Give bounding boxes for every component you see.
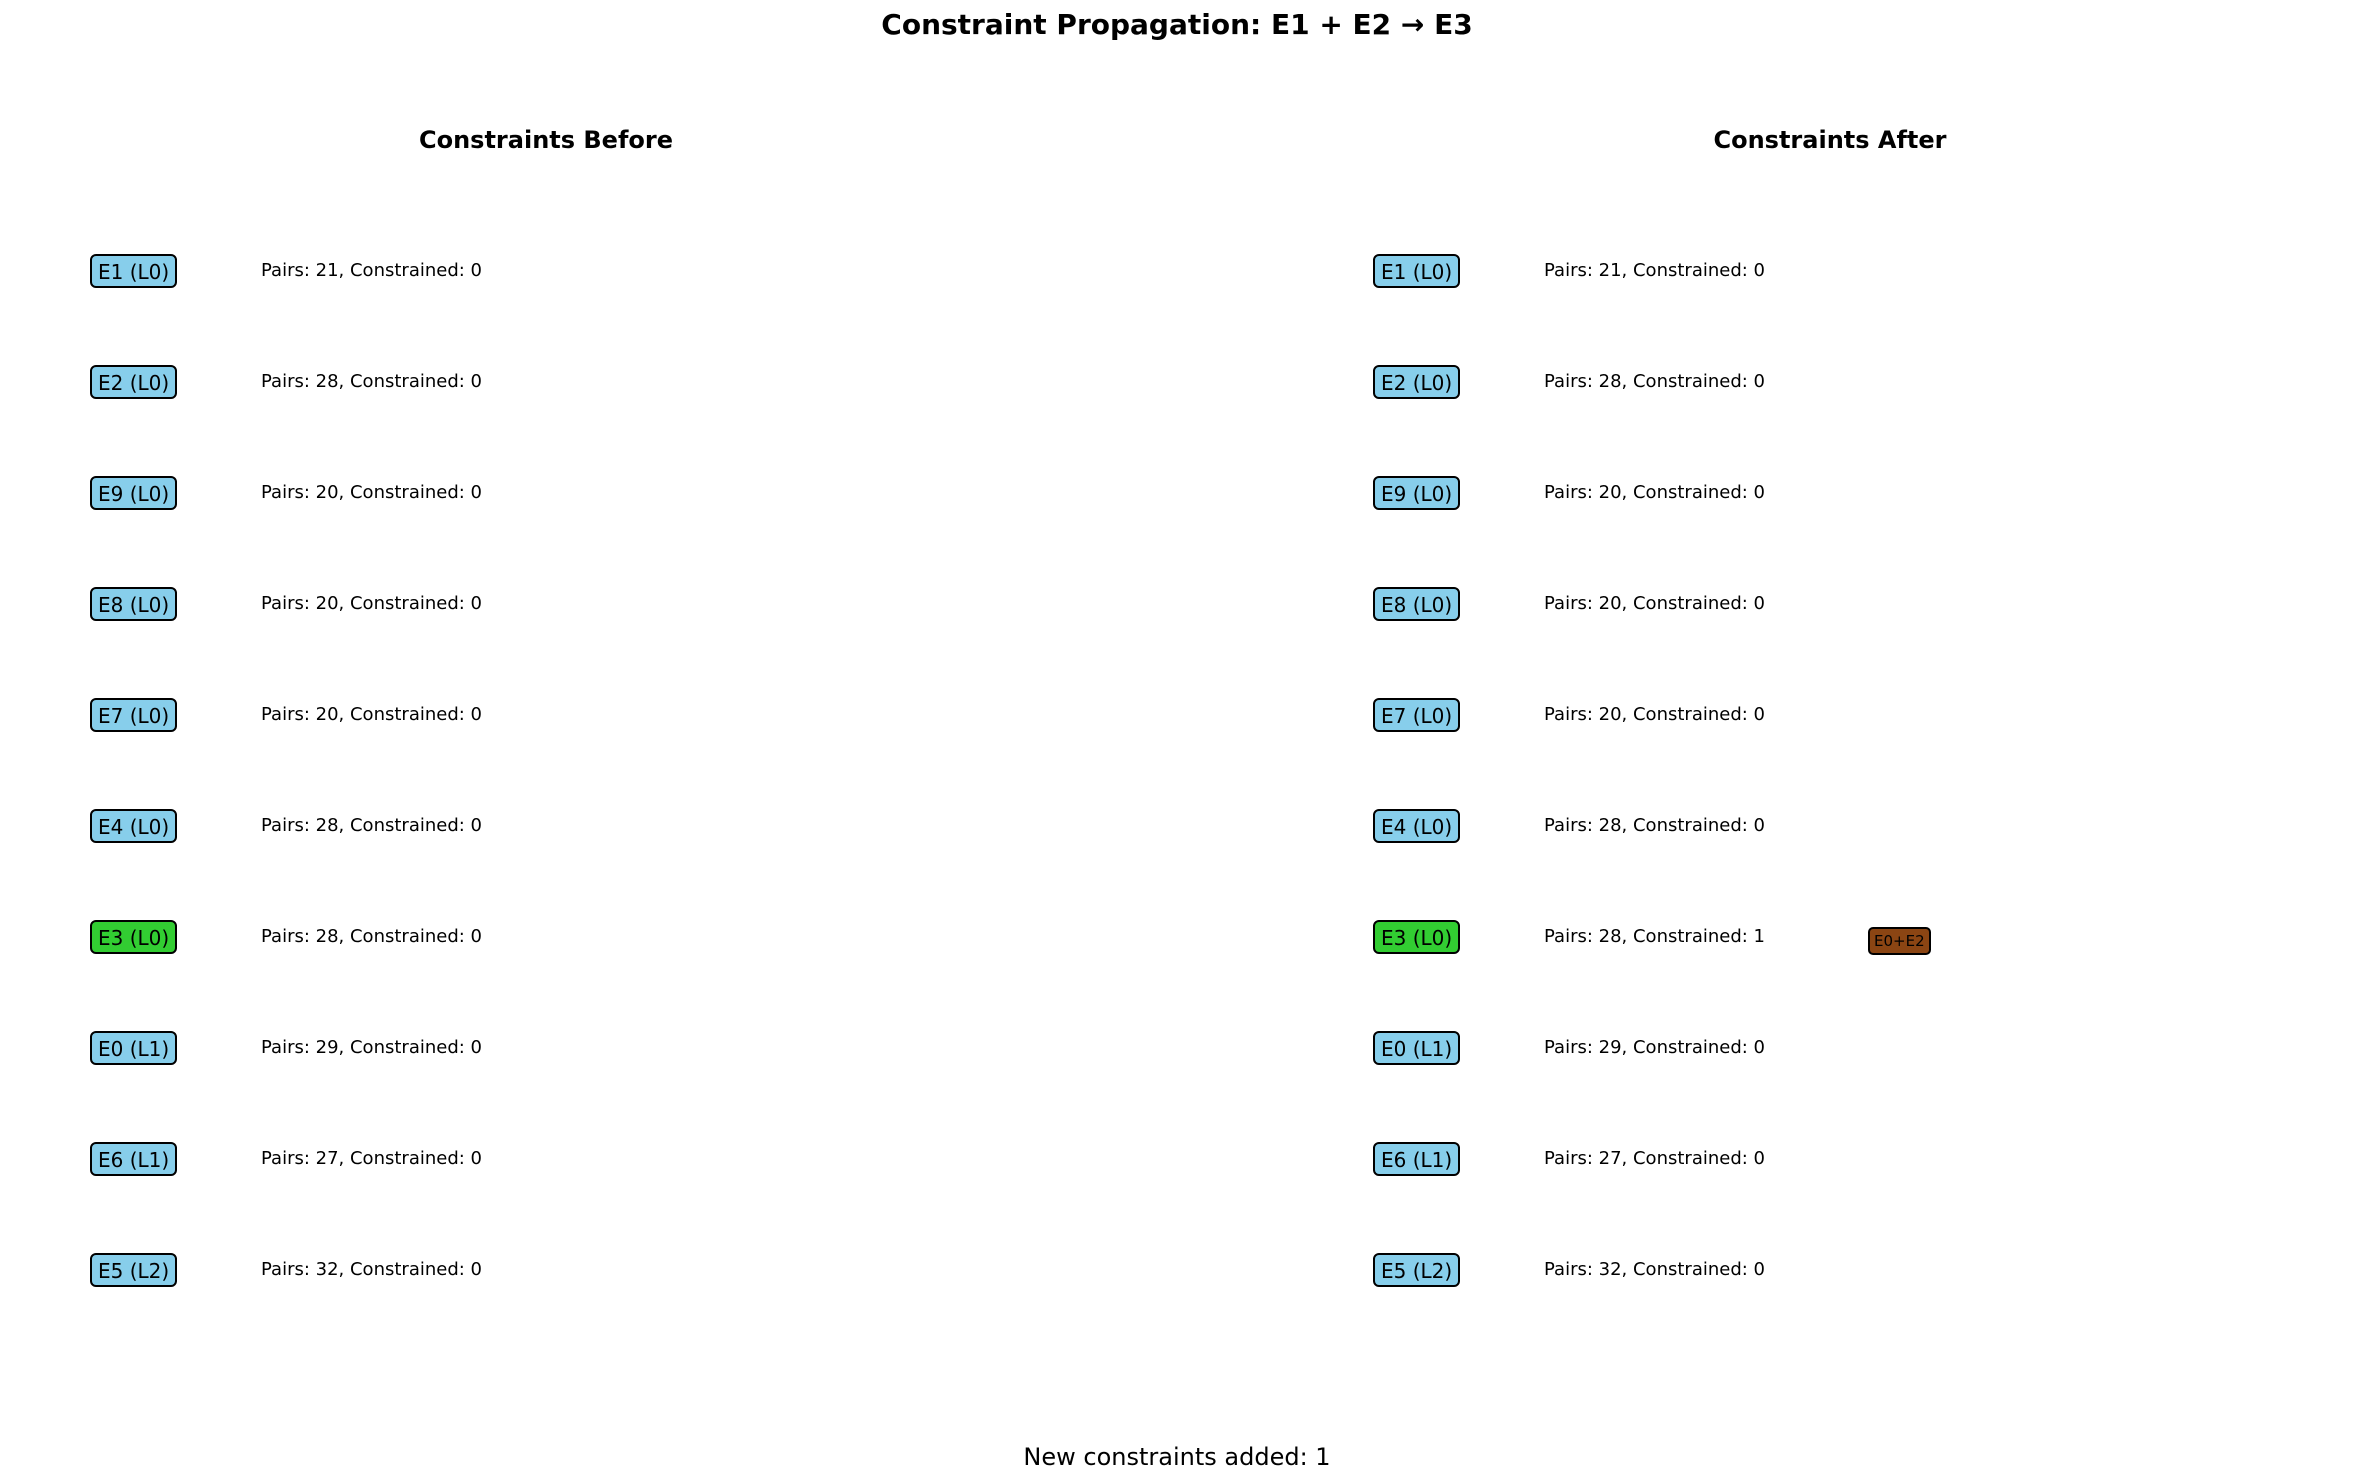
entity-pairs-info: Pairs: 20, Constrained: 0 <box>1544 704 1765 725</box>
entity-node: E3 (L0) <box>1373 920 1461 954</box>
figure-title: Constraint Propagation: E1 + E2 → E3 <box>881 8 1473 41</box>
entity-node: E4 (L0) <box>1373 809 1461 843</box>
entity-node: E9 (L0) <box>90 476 178 510</box>
entity-pairs-info: Pairs: 28, Constrained: 0 <box>1544 371 1765 392</box>
entity-node: E7 (L0) <box>1373 698 1461 732</box>
entity-pairs-info: Pairs: 20, Constrained: 0 <box>261 593 482 614</box>
entity-node: E2 (L0) <box>90 365 178 399</box>
entity-pairs-info: Pairs: 32, Constrained: 0 <box>1544 1259 1765 1280</box>
entity-node: E0 (L1) <box>90 1031 178 1065</box>
entity-pairs-info: Pairs: 20, Constrained: 0 <box>1544 482 1765 503</box>
entity-node: E6 (L1) <box>1373 1142 1461 1176</box>
entity-node: E5 (L2) <box>90 1253 178 1287</box>
entity-pairs-info: Pairs: 21, Constrained: 0 <box>1544 260 1765 281</box>
entity-node: E2 (L0) <box>1373 365 1461 399</box>
entity-node: E9 (L0) <box>1373 476 1461 510</box>
entity-node: E1 (L0) <box>90 254 178 288</box>
panel-title-before: Constraints Before <box>418 126 673 154</box>
entity-node: E6 (L1) <box>90 1142 178 1176</box>
entity-node: E4 (L0) <box>90 809 178 843</box>
entity-node: E8 (L0) <box>1373 587 1461 621</box>
entity-pairs-info: Pairs: 29, Constrained: 0 <box>1544 1037 1765 1058</box>
entity-pairs-info: Pairs: 29, Constrained: 0 <box>261 1037 482 1058</box>
entity-pairs-info: Pairs: 27, Constrained: 0 <box>1544 1148 1765 1169</box>
entity-pairs-info: Pairs: 28, Constrained: 1 E0+E2 <box>1544 926 1931 955</box>
entity-node: E0 (L1) <box>1373 1031 1461 1065</box>
entity-pairs-info: Pairs: 20, Constrained: 0 <box>261 704 482 725</box>
entity-pairs-info: Pairs: 20, Constrained: 0 <box>261 482 482 503</box>
entity-pairs-info: Pairs: 28, Constrained: 0 <box>261 371 482 392</box>
entity-node: E5 (L2) <box>1373 1253 1461 1287</box>
entity-node: E3 (L0) <box>90 920 178 954</box>
entity-pairs-info: Pairs: 28, Constrained: 0 <box>261 815 482 836</box>
new-constraint-tag: E0+E2 <box>1868 927 1931 955</box>
entity-node: E1 (L0) <box>1373 254 1461 288</box>
entity-node: E8 (L0) <box>90 587 178 621</box>
entity-pairs-info: Pairs: 20, Constrained: 0 <box>1544 593 1765 614</box>
entity-pairs-info: Pairs: 32, Constrained: 0 <box>261 1259 482 1280</box>
entity-node: E7 (L0) <box>90 698 178 732</box>
entity-pairs-info: Pairs: 27, Constrained: 0 <box>261 1148 482 1169</box>
entity-pairs-info: Pairs: 21, Constrained: 0 <box>261 260 482 281</box>
new-constraints-summary: New constraints added: 1 <box>1023 1443 1331 1471</box>
panel-title-after: Constraints After <box>1713 126 1947 154</box>
entity-pairs-info: Pairs: 28, Constrained: 0 <box>1544 815 1765 836</box>
entity-pairs-info: Pairs: 28, Constrained: 0 <box>261 926 482 947</box>
